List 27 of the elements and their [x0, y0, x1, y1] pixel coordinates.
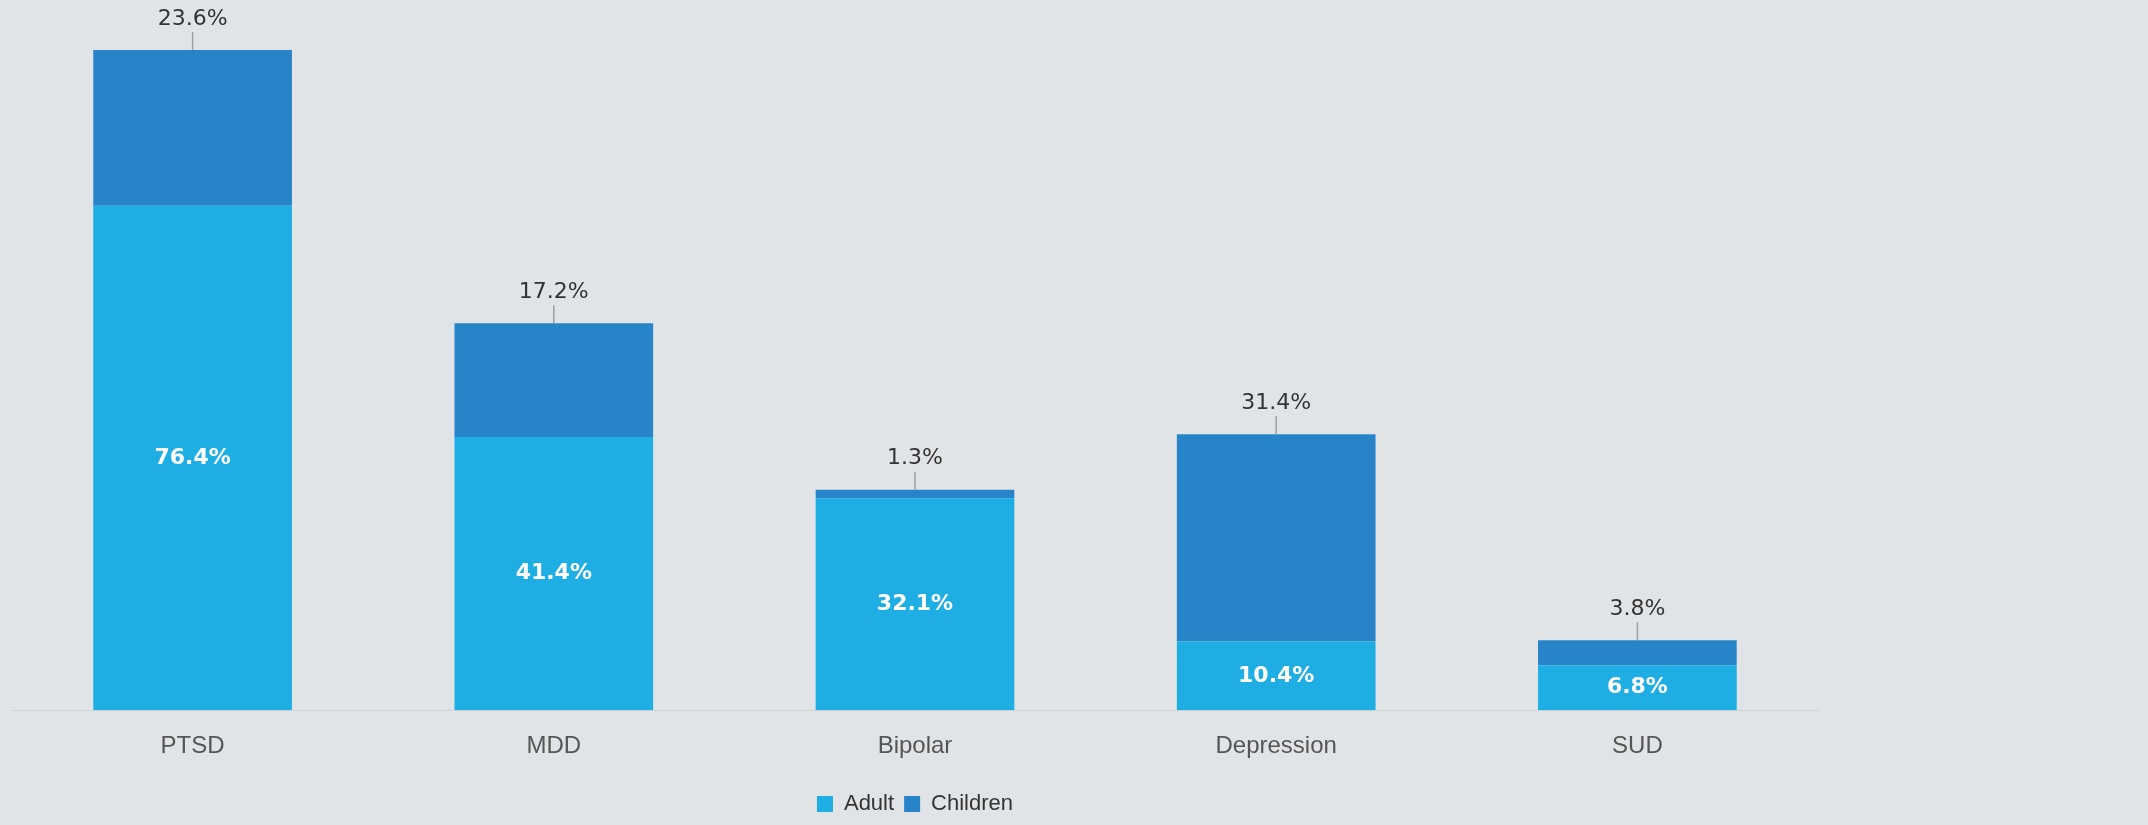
legend-label: Adult	[843, 790, 895, 816]
x-tick-label: Bipolar	[877, 731, 953, 759]
legend-label: Children	[931, 790, 1014, 816]
data-label: 31.4%	[1241, 388, 1312, 414]
bar	[1538, 665, 1737, 711]
data-label: 6.8%	[1606, 673, 1668, 699]
data-label: 23.6%	[157, 4, 228, 30]
data-label: 76.4%	[154, 443, 231, 469]
data-label: 17.2%	[518, 278, 589, 304]
bar	[93, 205, 292, 711]
data-label: 1.3%	[887, 444, 943, 470]
x-tick-label: MDD	[526, 731, 582, 759]
bar	[1176, 641, 1376, 711]
bar	[454, 323, 654, 437]
x-tick-label: PTSD	[160, 731, 225, 759]
bar	[454, 436, 654, 711]
x-tick-label: SUD	[1612, 731, 1663, 759]
data-label: 10.4%	[1238, 661, 1315, 687]
data-label: 3.8%	[1609, 594, 1666, 620]
bar	[1538, 640, 1737, 666]
data-label: 32.1%	[876, 589, 954, 615]
data-label: 41.4%	[515, 559, 592, 585]
bar	[815, 498, 1015, 711]
bar	[815, 489, 1015, 499]
bar	[1176, 434, 1376, 642]
bar	[93, 50, 292, 206]
x-tick-label: Depression	[1215, 731, 1337, 759]
